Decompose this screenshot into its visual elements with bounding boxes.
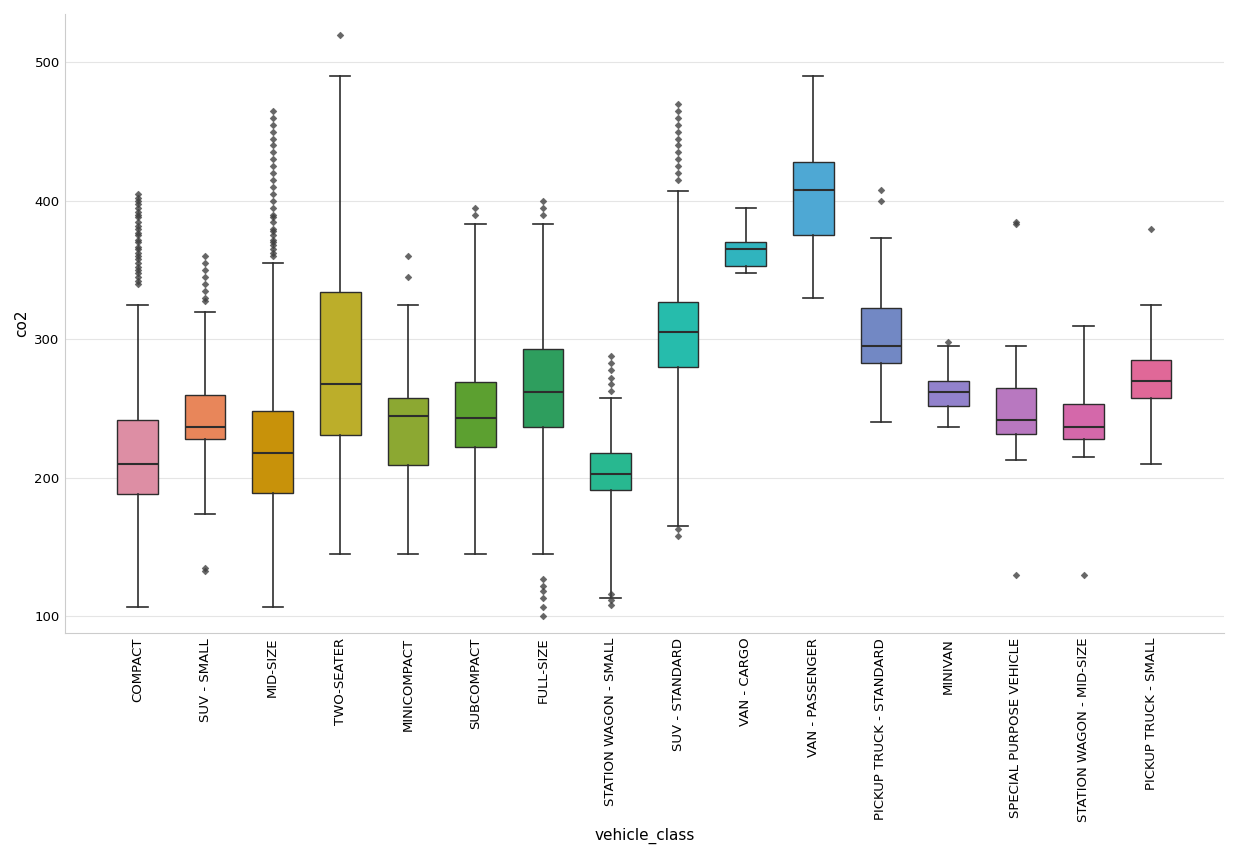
X-axis label: vehicle_class: vehicle_class xyxy=(594,828,695,844)
PathPatch shape xyxy=(860,307,901,363)
PathPatch shape xyxy=(657,302,698,367)
PathPatch shape xyxy=(928,381,968,406)
PathPatch shape xyxy=(184,395,225,439)
PathPatch shape xyxy=(794,162,833,235)
PathPatch shape xyxy=(118,420,157,494)
PathPatch shape xyxy=(522,349,563,426)
PathPatch shape xyxy=(1063,404,1104,439)
Y-axis label: co2: co2 xyxy=(14,310,28,337)
PathPatch shape xyxy=(591,453,631,490)
PathPatch shape xyxy=(319,293,360,435)
PathPatch shape xyxy=(253,411,293,493)
PathPatch shape xyxy=(456,383,495,447)
PathPatch shape xyxy=(725,243,766,266)
PathPatch shape xyxy=(1130,360,1171,397)
PathPatch shape xyxy=(995,388,1036,433)
PathPatch shape xyxy=(387,397,428,465)
